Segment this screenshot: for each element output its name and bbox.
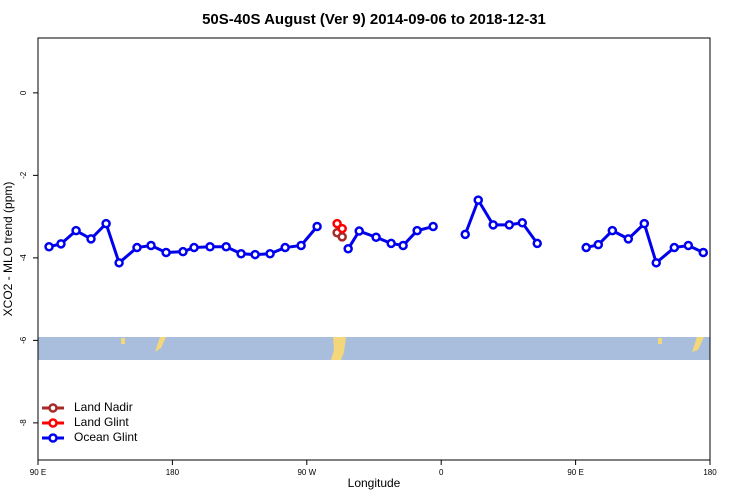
y-tick-label: -2 <box>19 171 28 179</box>
legend-marker <box>48 403 58 413</box>
y-tick-label: -8 <box>19 419 28 427</box>
point <box>56 239 66 249</box>
x-tick-label: 90 E <box>30 468 46 477</box>
point <box>412 225 422 236</box>
point <box>114 258 124 268</box>
point <box>86 234 96 244</box>
land-patch <box>121 338 125 344</box>
point <box>250 249 260 260</box>
legend-marker <box>48 433 58 443</box>
y-tick-label: 0 <box>19 90 28 95</box>
series-line <box>48 196 704 266</box>
point <box>161 247 171 258</box>
chart-title: 50S-40S August (Ver 9) 2014-09-06 to 201… <box>202 11 546 28</box>
point <box>146 240 156 251</box>
land-patch <box>692 337 704 352</box>
point <box>504 220 515 230</box>
point <box>221 241 231 252</box>
y-tick-label: -4 <box>19 254 28 262</box>
legend-label: Ocean Glint <box>74 430 138 444</box>
point <box>488 220 498 230</box>
point <box>428 221 438 232</box>
point <box>205 241 215 252</box>
legend-label: Land Glint <box>74 415 129 429</box>
point <box>343 244 353 254</box>
point <box>532 238 542 249</box>
x-tick-label: 180 <box>166 468 180 477</box>
point <box>698 247 709 258</box>
point <box>178 246 188 257</box>
point <box>607 225 618 236</box>
point <box>354 226 364 236</box>
point <box>398 240 408 251</box>
point <box>236 248 246 259</box>
point <box>101 218 111 229</box>
x-tick-label: 180 <box>703 468 717 477</box>
point <box>639 218 650 229</box>
land-patch <box>331 337 346 360</box>
point <box>337 232 347 242</box>
x-axis-label: Longitude <box>348 476 401 490</box>
point <box>683 240 694 251</box>
y-axis-label: XCO2 - MLO trend (ppm) <box>1 182 15 317</box>
legend-marker <box>48 418 58 428</box>
y-tick-label: -6 <box>19 336 28 344</box>
point <box>593 239 604 250</box>
legend-label: Land Nadir <box>74 400 133 414</box>
point <box>517 218 528 228</box>
point <box>280 242 290 253</box>
point <box>189 242 199 253</box>
point <box>473 195 483 205</box>
x-tick-label: 0 <box>439 468 444 477</box>
point <box>651 258 661 268</box>
x-tick-label: 90 W <box>297 468 316 477</box>
point <box>265 248 275 259</box>
point <box>371 232 381 242</box>
point <box>337 223 347 234</box>
point <box>132 242 142 253</box>
point <box>296 240 306 251</box>
point <box>312 221 322 232</box>
point <box>71 225 81 236</box>
land-patch <box>155 337 166 352</box>
land-patch <box>658 338 662 344</box>
point <box>386 238 396 249</box>
point <box>460 229 470 240</box>
point <box>581 242 591 253</box>
x-tick-label: 90 E <box>567 468 583 477</box>
land-map <box>38 337 710 360</box>
point <box>623 234 634 244</box>
point <box>44 241 54 252</box>
ocean-strip <box>38 337 710 360</box>
plot-frame <box>37 37 711 461</box>
point <box>669 242 680 253</box>
